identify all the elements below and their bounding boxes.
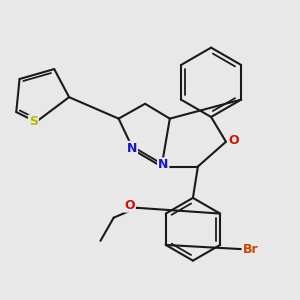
Text: Br: Br [243, 243, 259, 256]
Text: O: O [228, 134, 238, 147]
Text: O: O [124, 199, 135, 212]
Text: S: S [29, 116, 38, 128]
Text: N: N [127, 142, 137, 155]
Text: N: N [158, 158, 168, 171]
